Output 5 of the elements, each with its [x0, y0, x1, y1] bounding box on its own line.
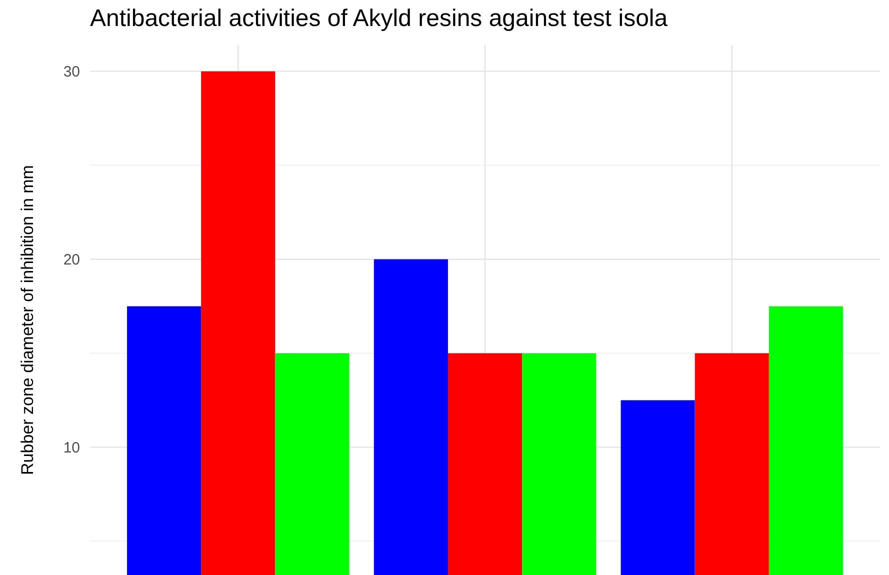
y-axis-title: Rubber zone diameter of inhibition in mm	[18, 165, 37, 475]
y-tick-label: 10	[63, 439, 80, 456]
y-tick-label: 30	[63, 64, 80, 81]
chart-title: Antibacterial activities of Akyld resins against test isola	[90, 5, 668, 32]
y-tick-label: 20	[63, 252, 80, 269]
